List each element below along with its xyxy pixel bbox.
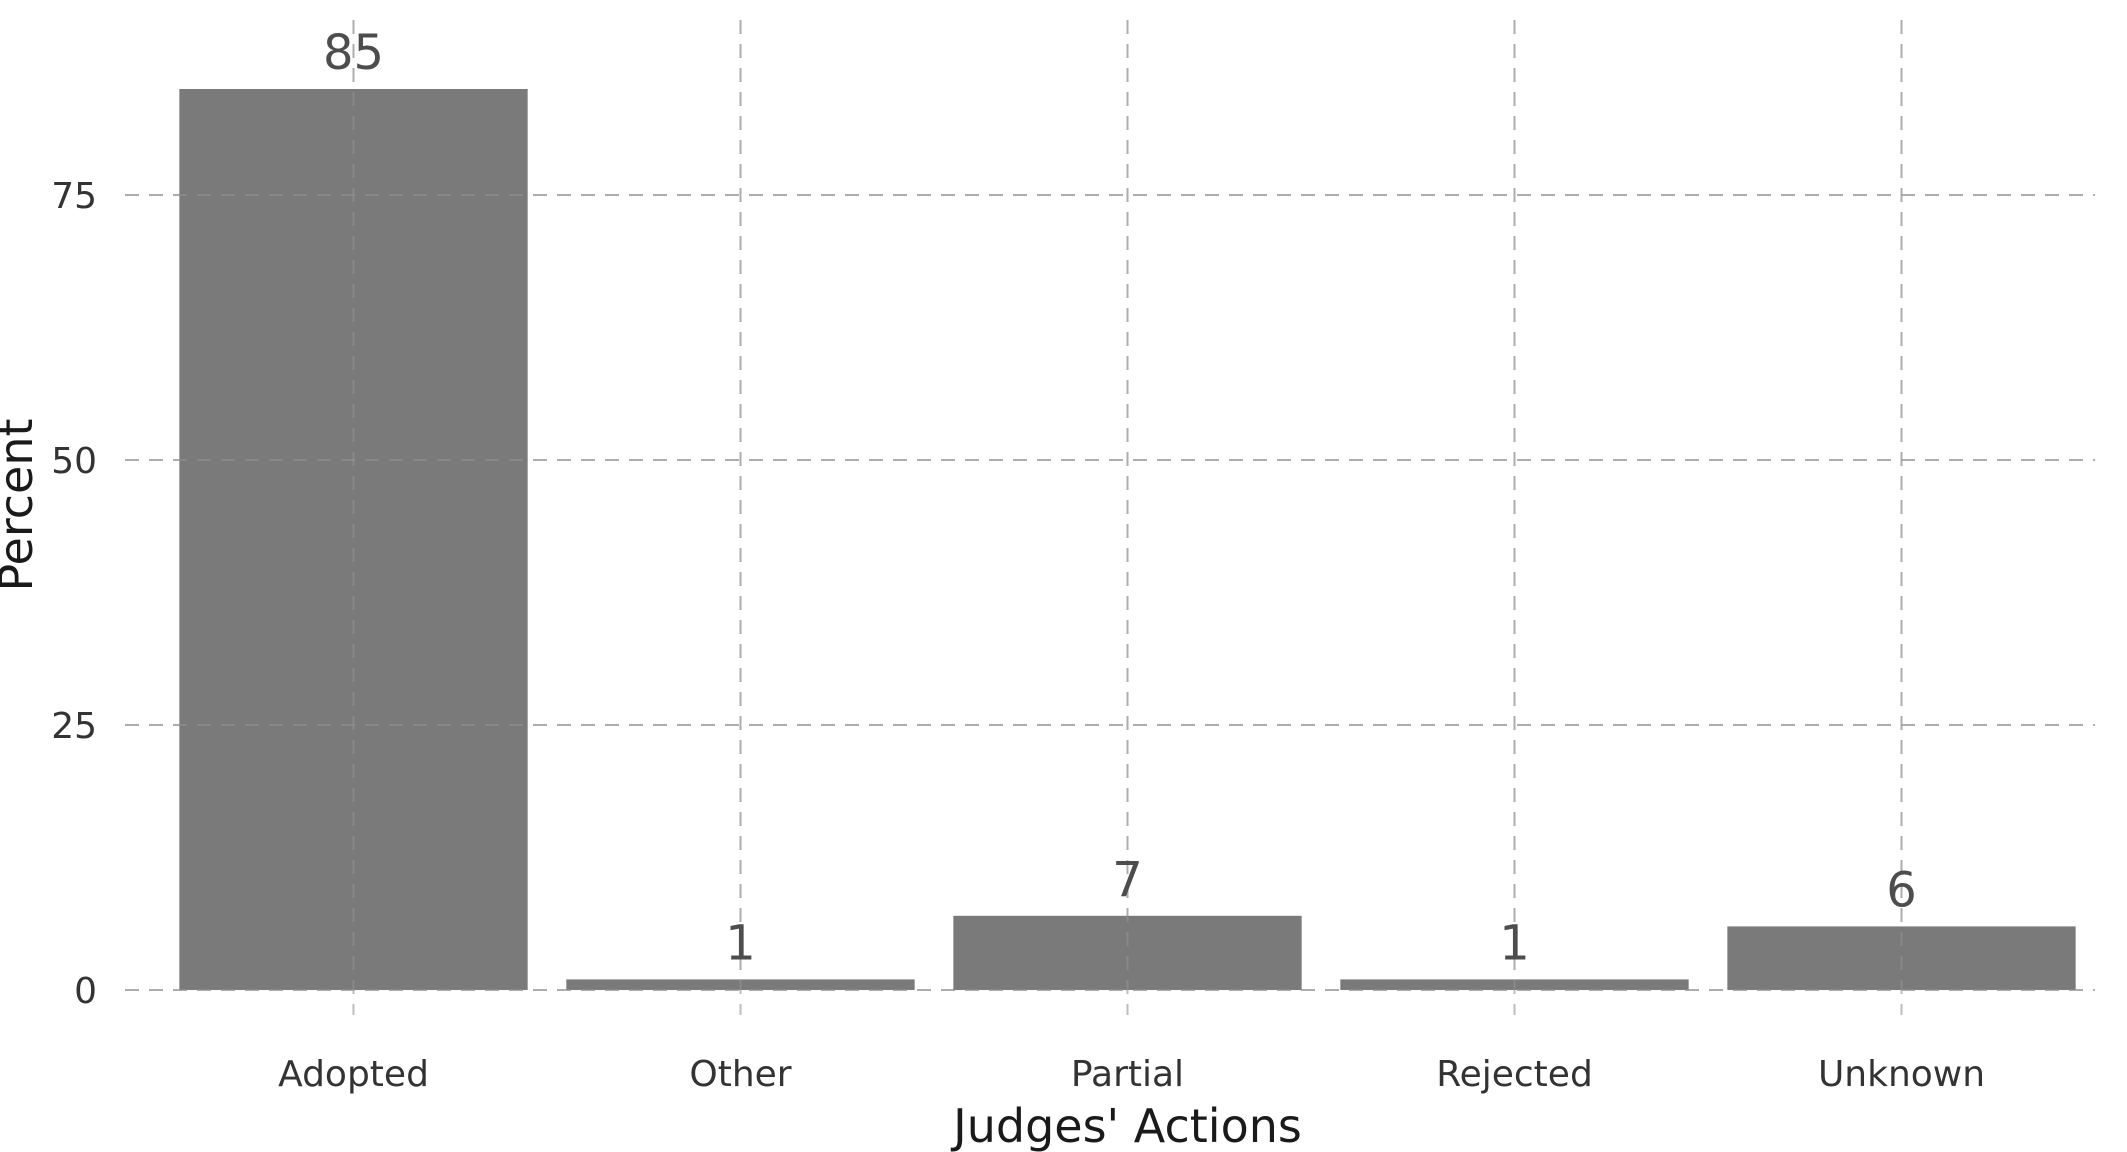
y-tick-label: 50 <box>51 441 97 482</box>
bars-layer <box>179 89 2076 990</box>
bar-unknown <box>1727 926 2076 990</box>
data-label-partial: 7 <box>1112 852 1143 908</box>
data-label-adopted: 85 <box>323 25 384 81</box>
x-axis-title: Judges' Actions <box>950 1099 1302 1152</box>
data-label-rejected: 1 <box>1499 915 1530 971</box>
x-tick-label-other: Other <box>689 1054 791 1095</box>
bar-adopted <box>179 89 528 990</box>
y-tick-label: 0 <box>74 971 97 1012</box>
y-tick-label: 75 <box>51 176 97 217</box>
x-tick-labels: Adopted Other Partial Rejected Unknown <box>278 1054 1985 1095</box>
grid-overlay <box>125 20 2095 991</box>
x-tick-label-rejected: Rejected <box>1436 1054 1593 1095</box>
y-tick-labels: 0 25 50 75 <box>51 176 97 1012</box>
data-labels-layer: 85 1 7 1 6 <box>323 25 1917 971</box>
data-label-unknown: 6 <box>1886 862 1917 918</box>
bar-other <box>566 979 915 990</box>
x-tick-label-adopted: Adopted <box>278 1054 429 1095</box>
x-tick-label-unknown: Unknown <box>1818 1054 1985 1095</box>
bar-partial <box>953 915 1302 990</box>
x-tick-label-partial: Partial <box>1071 1054 1184 1095</box>
data-label-other: 1 <box>725 915 756 971</box>
y-axis-title: Percent <box>0 418 43 591</box>
bar-rejected <box>1340 979 1689 990</box>
y-tick-label: 25 <box>51 706 97 747</box>
